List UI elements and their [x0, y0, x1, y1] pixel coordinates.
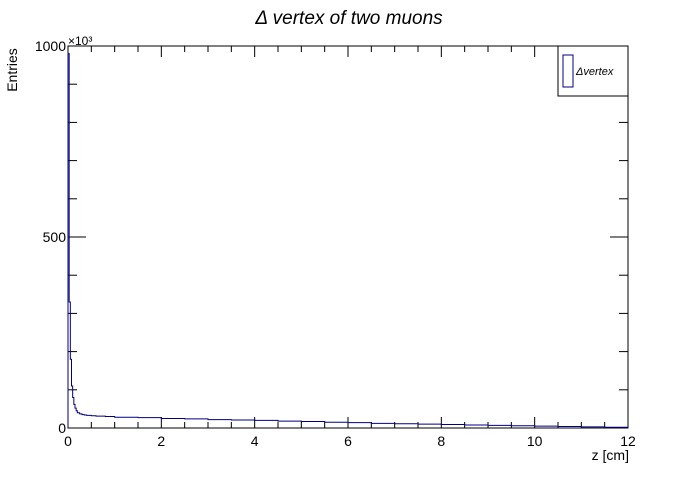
- y-tick-label: 500: [43, 229, 67, 245]
- x-tick-label: 8: [437, 433, 445, 449]
- chart-title: Δ vertex of two muons: [254, 8, 443, 29]
- x-tick-label: 0: [64, 433, 72, 449]
- y-tick-label: 1000: [35, 38, 66, 54]
- plot-frame: [67, 45, 629, 429]
- x-axis-label: z [cm]: [592, 447, 629, 463]
- y-tick-label: 0: [58, 420, 66, 436]
- legend-swatch: [562, 54, 574, 88]
- legend-box: Δvertex: [557, 45, 629, 97]
- legend-frame: [557, 45, 629, 97]
- x-tick-label: 12: [620, 433, 636, 449]
- legend-entry-label: Δvertex: [575, 66, 614, 78]
- y-axis-ticks: 0 500 1000: [35, 38, 628, 436]
- x-tick-label: 10: [527, 433, 543, 449]
- x-tick-label: 2: [157, 433, 165, 449]
- y-axis-multiplier: ×10³: [68, 34, 92, 48]
- x-tick-label: 6: [344, 433, 352, 449]
- y-axis-label: Entries: [4, 48, 20, 92]
- x-axis-ticks: 0 2 4 6 8 10 12: [64, 46, 636, 449]
- histogram-series-line: [67, 53, 629, 428]
- x-tick-label: 4: [251, 433, 259, 449]
